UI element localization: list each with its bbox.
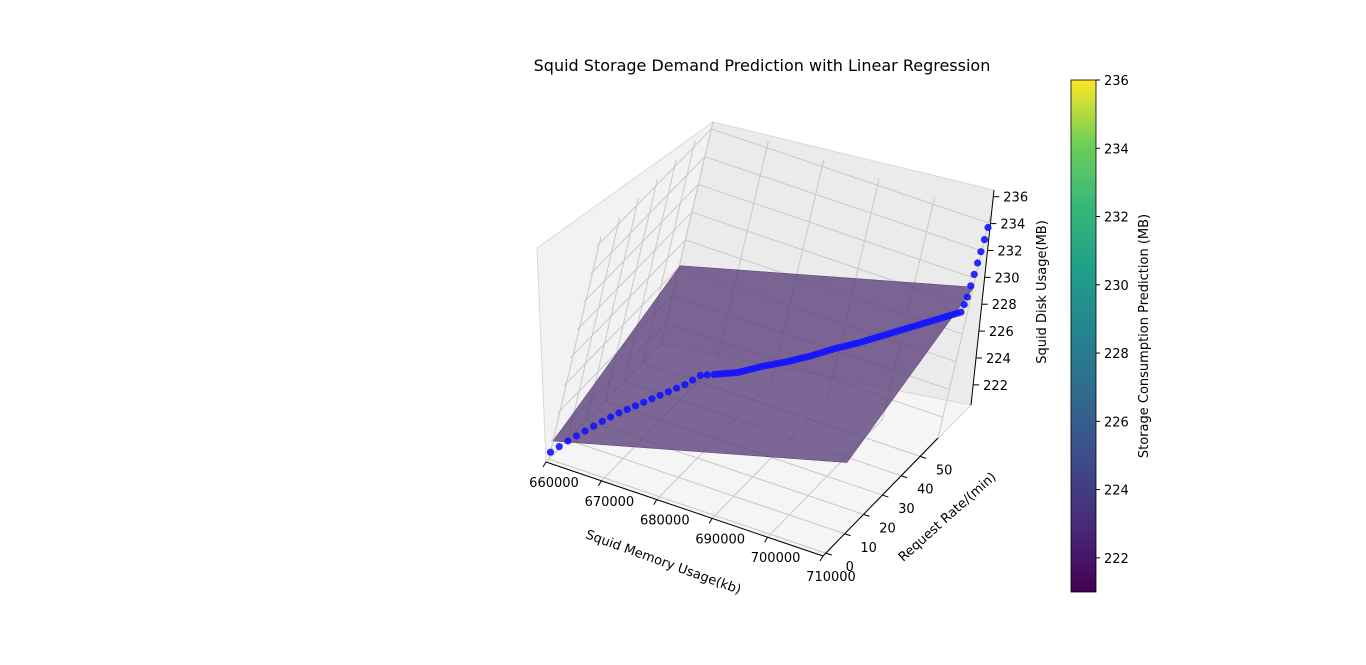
grid-line-z-left: [596, 128, 712, 248]
colorbar-tick-label: 222: [1104, 552, 1129, 567]
scatter-point: [656, 391, 664, 399]
grid-line-y-left: [567, 217, 621, 440]
colorbar-tick-label: 228: [1104, 347, 1129, 362]
x-tick-mark: [708, 518, 713, 524]
scatter-point: [963, 293, 972, 301]
scatter-point: [673, 384, 681, 392]
colorbar-tick-label: 234: [1104, 142, 1129, 157]
scatter-point: [581, 427, 589, 435]
x-tick-mark: [597, 480, 602, 487]
y-axis-line: [822, 437, 939, 557]
y-tick-label: 50: [936, 463, 953, 478]
scatter-point: [598, 417, 606, 425]
scatter-point: [984, 223, 992, 232]
scatter-point: [696, 371, 705, 379]
axis-lines: [542, 189, 1000, 562]
x-tick-label: 710000: [806, 570, 856, 585]
y-tick-label: 30: [898, 502, 915, 517]
scatter-point: [664, 388, 673, 396]
tick-labels: 6600006700006800006900007000007100000102…: [529, 191, 1028, 585]
scatter-point: [564, 437, 572, 445]
grid-line-z-left: [583, 184, 699, 303]
y-tick-mark: [863, 513, 870, 517]
chart-title: Squid Storage Demand Prediction with Lin…: [534, 56, 991, 75]
y-tick-mark: [901, 475, 908, 479]
scatter-points: [546, 223, 992, 456]
x-tick-mark: [764, 536, 769, 543]
x-tick-label: 690000: [695, 532, 745, 547]
scatter-point: [970, 270, 978, 278]
colorbar-tick-label: 236: [1104, 74, 1129, 89]
scatter-point: [648, 395, 656, 403]
grid-line-z-left: [563, 267, 680, 387]
grid-line-z-left: [576, 211, 693, 331]
z-tick-label: 224: [986, 352, 1011, 367]
scatter-point: [703, 371, 711, 379]
grid-line-y-floor: [567, 439, 845, 535]
colorbar-gradient: [1070, 79, 1097, 593]
x-tick-label: 700000: [751, 551, 801, 566]
z-axis-label: Squid Disk Usage(MB): [1035, 220, 1050, 364]
scatter-point: [681, 381, 689, 389]
grid-line-y-floor: [548, 458, 826, 554]
scatter-point: [977, 248, 985, 256]
y-tick-mark: [882, 494, 889, 498]
colorbar-tick-label: 230: [1104, 279, 1129, 294]
z-tick-label: 228: [992, 298, 1017, 313]
scatter-point: [957, 308, 965, 316]
z-tick-label: 226: [989, 325, 1014, 340]
scatter-point: [980, 236, 989, 244]
z-tick-label: 230: [995, 271, 1020, 286]
scatter-point: [974, 259, 982, 267]
colorbar-label: Storage Consumption Prediction (MB): [1137, 214, 1152, 458]
grid-line-z-left: [570, 239, 686, 359]
y-tick-mark: [825, 552, 832, 556]
grid-line-z-back: [698, 183, 976, 279]
scatter-point: [590, 422, 598, 430]
x-axis-line: [545, 461, 824, 557]
scatter-point: [623, 405, 631, 413]
scatter-point: [555, 443, 563, 451]
z-tick-label: 222: [983, 379, 1008, 394]
y-tick-label: 40: [917, 483, 934, 498]
colorbar-tick-label: 232: [1104, 211, 1129, 226]
colorbar-tick-label: 226: [1104, 415, 1129, 430]
colorbar-tick-label: 224: [1104, 484, 1129, 499]
x-tick-label: 660000: [529, 476, 579, 491]
x-tick-mark: [653, 499, 658, 505]
y-axis-label: Request Rate/(min): [896, 470, 1000, 565]
x-tick-mark: [542, 461, 547, 468]
scatter-point: [960, 301, 968, 309]
x-tick-mark: [819, 555, 824, 562]
colorbar: 222 224 226 228 230 232 234 236 Storage Consump…: [1070, 74, 1152, 593]
grid-line-z-left: [589, 156, 706, 276]
scatter-point: [546, 448, 555, 456]
x-tick-label: 670000: [585, 495, 635, 510]
z-tick-label: 232: [998, 244, 1023, 259]
grid-line-z-back: [711, 128, 989, 224]
colorbar-ticks: 222 224 226 228 230 232 234 236: [1096, 74, 1129, 567]
x-tick-label: 680000: [640, 514, 690, 529]
scatter-point: [572, 432, 581, 440]
scatter-point: [640, 398, 648, 406]
y-tick-mark: [919, 455, 927, 459]
grid-line-z-back: [704, 156, 983, 252]
y-tick-label: 0: [846, 560, 854, 575]
scatter-point: [607, 413, 615, 421]
y-tick-mark: [844, 533, 851, 537]
y-tick-label: 10: [860, 541, 877, 556]
scatter-point: [967, 282, 975, 290]
grid-line-y-left: [548, 236, 602, 460]
z-tick-label: 236: [1003, 191, 1028, 206]
y-tick-label: 20: [879, 521, 896, 536]
scatter-point: [615, 409, 623, 417]
z-tick-label: 234: [1000, 218, 1025, 233]
scatter-point: [631, 402, 640, 410]
scatter-point: [689, 376, 697, 384]
